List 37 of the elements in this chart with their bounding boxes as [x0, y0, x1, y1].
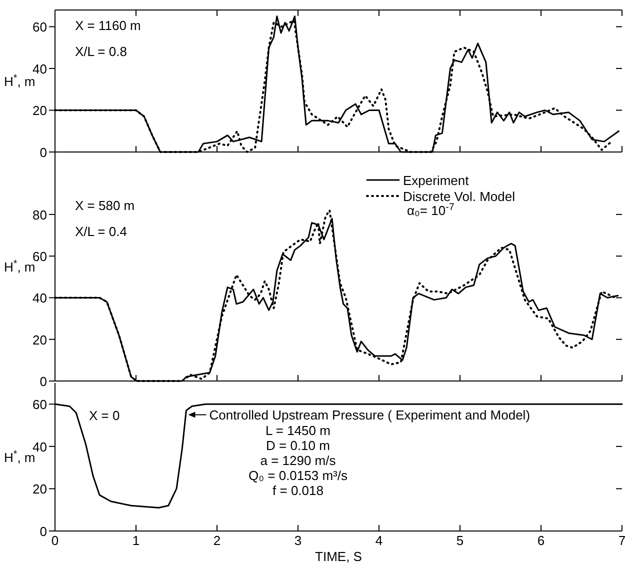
legend-label: Experiment: [403, 173, 470, 188]
annotation: L = 1450 m: [266, 423, 330, 438]
y-tick-label: 0: [40, 145, 47, 160]
y-axis-title: H$^{*}$, m: [4, 448, 36, 465]
y-tick-label: 60: [32, 249, 47, 264]
x-tick-label: 4: [375, 533, 383, 548]
x-tick-label: 7: [618, 533, 626, 548]
annotation: X = 580 m: [75, 198, 135, 213]
legend-label: Discrete Vol. Model: [403, 189, 516, 204]
x-tick-label: 6: [537, 533, 545, 548]
y-tick-label: 40: [32, 61, 47, 76]
y-tick-label: 60: [32, 397, 47, 412]
x-tick-label: 1: [132, 533, 140, 548]
x-tick-label: 2: [213, 533, 221, 548]
annotation: α₀= 10$^{-7}$: [407, 202, 454, 218]
y-tick-label: 40: [32, 439, 47, 454]
annotation: X = 1160 m: [75, 18, 141, 33]
x-tick-label: 3: [294, 533, 302, 548]
x-tick-label: 5: [456, 533, 464, 548]
y-tick-label: 0: [40, 374, 47, 389]
annotation: X/L = 0.8: [75, 44, 127, 59]
annotation: X/L = 0.4: [75, 224, 127, 239]
annotation: X = 0: [89, 408, 120, 423]
x-axis-title: TIME, S: [315, 549, 362, 564]
y-tick-label: 40: [32, 290, 47, 306]
y-tick-label: 20: [32, 482, 47, 497]
y-tick-label: 60: [32, 20, 47, 35]
y-tick-label: 20: [32, 103, 47, 118]
annotation: f = 0.018: [272, 483, 324, 498]
annotation: Controlled Upstream Pressure ( Experiment and Model): [209, 408, 530, 423]
x-tick-label: 0: [51, 533, 59, 548]
y-axis-title: H$^{*}$, m: [4, 72, 36, 89]
annotation: a = 1290 m/s: [260, 453, 336, 468]
annotation: D = 0.10 m: [266, 438, 330, 453]
annotation: Q₀ = 0.0153 m³/s: [248, 468, 348, 483]
y-tick-label: 20: [32, 332, 47, 348]
y-tick-label: 80: [32, 207, 47, 222]
